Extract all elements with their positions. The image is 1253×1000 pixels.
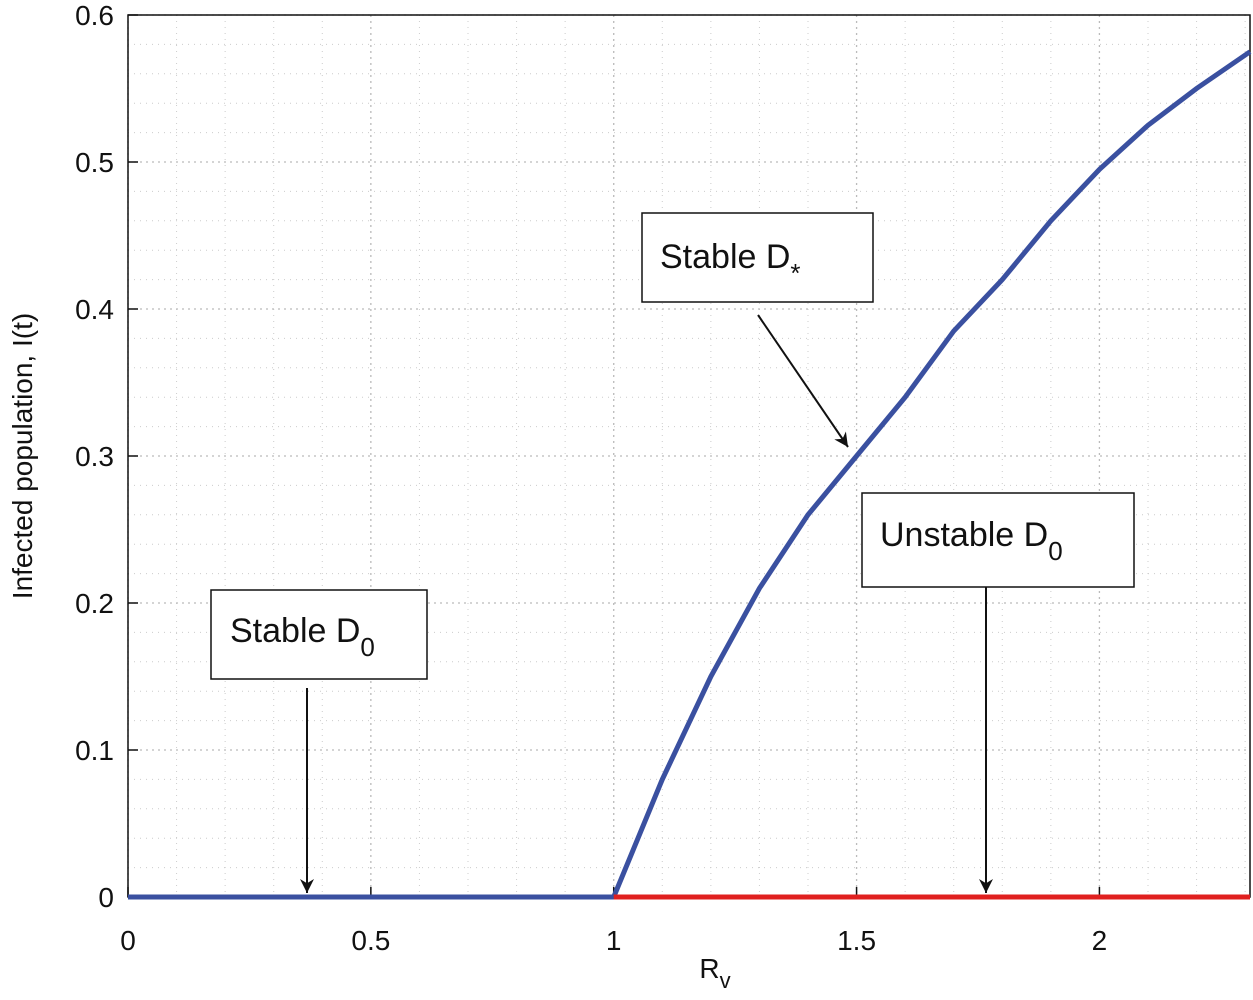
y-tick-label: 0.2 [75,588,114,619]
x-tick-label: 2 [1092,925,1108,956]
data-line [128,49,1252,900]
annotation-arrow [757,314,849,448]
y-tick-label: 0.5 [75,147,114,178]
annotation-box [210,589,428,680]
y-tick-label: 0.4 [75,294,114,325]
annotation-main: Stable D [660,238,790,276]
annotation-sub: 0 [360,632,374,662]
annotation-sub: 0 [1048,536,1062,566]
x-tick-label: 1.5 [837,925,876,956]
annotation-text: Stable D* [660,238,801,288]
x-tick-label: 1 [606,925,622,956]
y-axis-label: Infected population, I(t) [7,313,38,599]
annotation-text: Unstable D0 [880,516,1063,566]
annotation-main: Stable D [230,612,360,650]
annotation-box [641,212,874,303]
x-axis-label: Rv [699,953,730,993]
annotation-sub: * [790,258,800,288]
y-tick-label: 0.1 [75,735,114,766]
y-tick-label: 0 [98,882,114,913]
annotation-box [861,492,1135,588]
y-tick-label: 0.6 [75,0,114,31]
annotation-text: Stable D0 [230,612,375,662]
x-tick-label: 0.5 [351,925,390,956]
x-axis-label-sub: v [720,968,731,993]
annotation-main: Unstable D [880,516,1048,554]
x-axis-label-main: R [699,953,719,984]
y-tick-label: 0.3 [75,441,114,472]
x-tick-label: 0 [120,925,136,956]
